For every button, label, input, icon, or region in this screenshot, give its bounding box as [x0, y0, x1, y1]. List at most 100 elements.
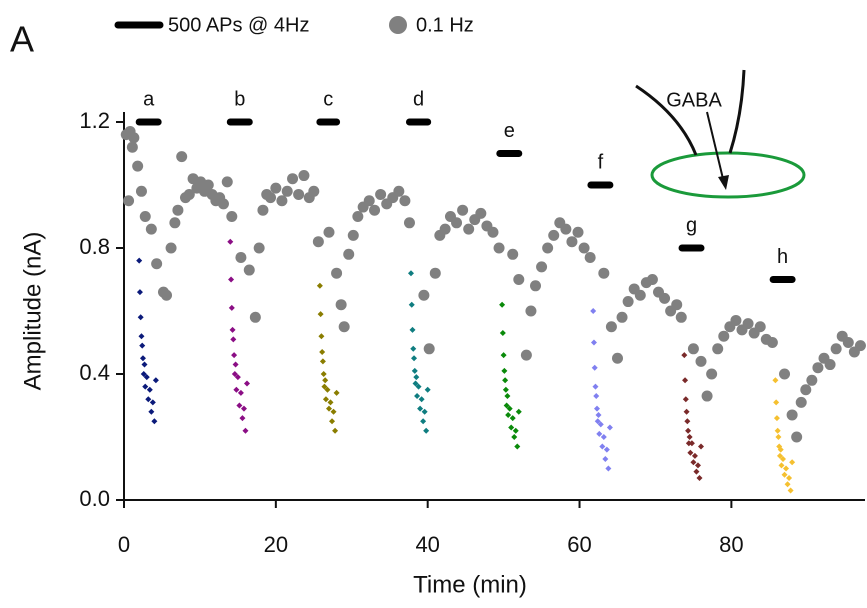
point — [786, 474, 793, 481]
point — [318, 333, 325, 340]
point — [507, 248, 519, 260]
point — [146, 386, 153, 393]
point — [675, 311, 687, 323]
point — [493, 242, 505, 254]
point — [126, 141, 138, 153]
point — [502, 386, 509, 393]
point — [414, 393, 421, 400]
point — [329, 418, 336, 425]
point — [338, 321, 350, 333]
point — [595, 411, 602, 418]
point — [424, 386, 431, 393]
point — [165, 242, 177, 254]
point — [698, 443, 705, 450]
point — [475, 207, 487, 219]
point — [685, 440, 692, 447]
pipette — [728, 69, 746, 154]
point — [333, 389, 340, 396]
point — [322, 396, 329, 403]
point — [775, 434, 782, 440]
point — [316, 282, 323, 289]
point — [605, 465, 612, 472]
stim-label: f — [598, 151, 604, 173]
point — [781, 471, 788, 478]
point — [403, 217, 415, 229]
stim-label: d — [413, 88, 424, 110]
point — [375, 188, 387, 200]
point — [572, 226, 584, 238]
point — [696, 474, 703, 481]
point — [529, 280, 541, 292]
point — [152, 377, 159, 384]
cell — [650, 151, 806, 199]
point — [229, 326, 236, 333]
point — [784, 481, 791, 488]
point — [616, 311, 628, 323]
point — [597, 421, 604, 428]
point — [830, 343, 842, 355]
point — [511, 434, 518, 440]
point — [393, 185, 405, 197]
point — [754, 321, 766, 333]
point — [139, 355, 146, 362]
legend-label: 0.1 Hz — [416, 14, 474, 36]
point — [499, 301, 506, 308]
point — [253, 242, 265, 254]
point — [312, 236, 324, 248]
point — [142, 383, 149, 390]
point — [234, 374, 241, 381]
point — [409, 326, 416, 333]
y-axis-label: Amplitude (nA) — [19, 232, 46, 391]
point — [590, 339, 597, 346]
legend-swatch — [389, 16, 407, 34]
point — [151, 258, 163, 270]
point — [605, 321, 617, 333]
point — [233, 386, 240, 393]
stim-label: b — [234, 88, 245, 110]
point — [622, 296, 634, 308]
point — [611, 352, 623, 364]
point — [411, 367, 418, 374]
point — [593, 405, 600, 412]
point — [800, 384, 812, 396]
point — [590, 308, 597, 314]
point — [591, 364, 598, 371]
point — [505, 411, 512, 418]
point — [319, 348, 326, 355]
x-tick-label: 80 — [719, 532, 743, 557]
point — [123, 195, 135, 207]
point — [596, 430, 603, 437]
point — [687, 343, 699, 355]
point — [439, 223, 451, 235]
point — [786, 409, 798, 421]
point — [418, 289, 430, 301]
point — [242, 427, 249, 434]
point — [423, 343, 435, 355]
point — [776, 452, 783, 459]
point — [512, 427, 519, 434]
point — [243, 380, 250, 387]
stim-label: g — [686, 214, 697, 236]
point — [151, 418, 158, 425]
point — [330, 408, 337, 415]
inset-diagram: GABA — [635, 69, 806, 199]
point — [777, 446, 784, 453]
point — [138, 333, 145, 340]
point — [795, 396, 807, 408]
point — [593, 393, 600, 400]
point — [499, 330, 506, 337]
point — [228, 304, 235, 311]
point — [780, 456, 787, 463]
point — [412, 380, 419, 387]
point — [842, 337, 854, 348]
point — [227, 238, 234, 245]
point — [281, 185, 293, 197]
point — [399, 195, 411, 207]
point — [161, 289, 173, 301]
point — [684, 418, 691, 425]
point — [270, 182, 282, 194]
point — [423, 427, 430, 434]
point — [321, 383, 328, 390]
legend-label: 500 APs @ 4Hz — [168, 14, 309, 36]
point — [323, 226, 335, 238]
